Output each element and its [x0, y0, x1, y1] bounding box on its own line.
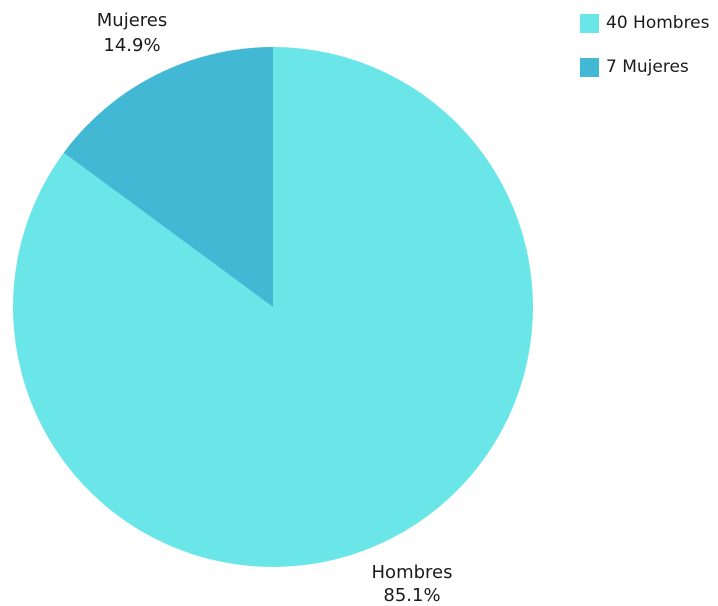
slice-label-mujeres-percent: 14.9% [103, 35, 160, 56]
legend-label-mujeres: 7 Mujeres [606, 57, 689, 77]
pie-slice-mujeres[interactable] [63, 46, 274, 307]
pie-slices [12, 46, 533, 567]
legend-item-mujeres[interactable]: 7 Mujeres [580, 55, 710, 79]
legend-label-hombres: 40 Hombres [606, 13, 710, 33]
pie-slice-hombres[interactable] [12, 47, 533, 567]
slice-label-hombres-percent: 85.1% [383, 585, 440, 606]
legend-swatch-hombres [580, 13, 599, 33]
slice-label-mujeres-name: Mujeres [97, 10, 167, 31]
legend-swatch-mujeres [580, 57, 599, 77]
legend: 40 Hombres 7 Mujeres [580, 11, 710, 99]
legend-item-hombres[interactable]: 40 Hombres [580, 11, 710, 35]
pie-labels: Hombres 85.1% Mujeres 14.9% [97, 10, 453, 606]
slice-label-hombres-name: Hombres [372, 562, 453, 583]
